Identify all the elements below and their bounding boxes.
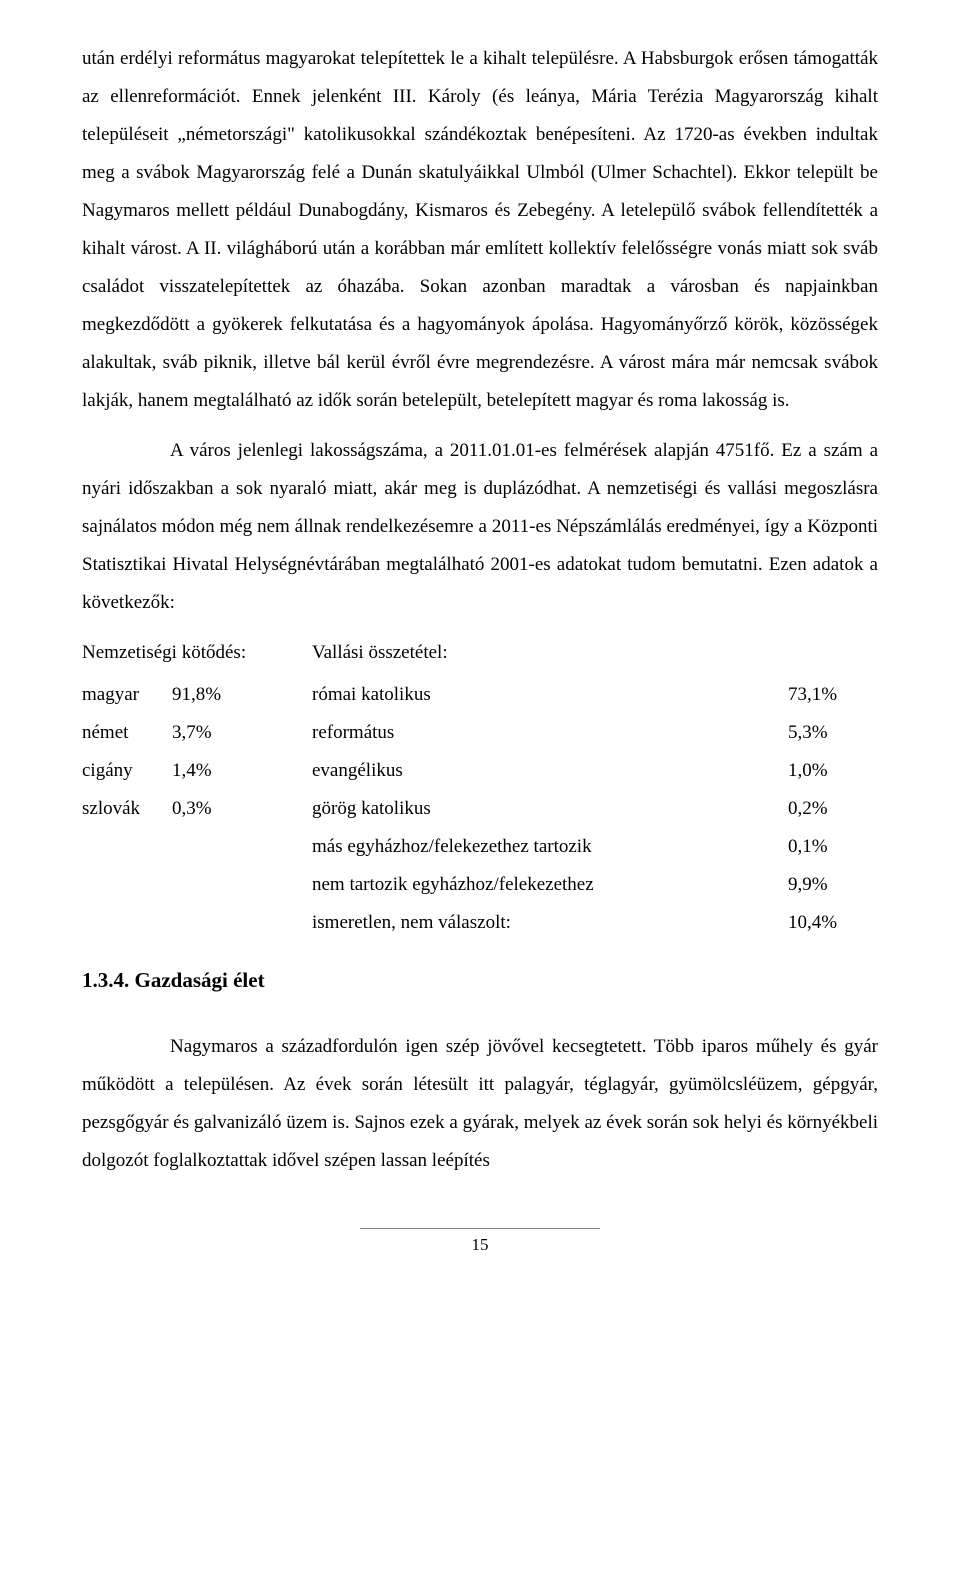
religion-value: 73,1% <box>788 676 878 714</box>
table-row: szlovák 0,3% <box>82 790 312 828</box>
table-row: római katolikus 73,1% <box>312 676 878 714</box>
table-row: görög katolikus 0,2% <box>312 790 878 828</box>
religion-label: más egyházhoz/felekezethez tartozik <box>312 828 788 866</box>
data-tables: Nemzetiségi kötődés: magyar 91,8% német … <box>82 634 878 942</box>
table-row: református 5,3% <box>312 714 878 752</box>
body-paragraph-2: A város jelenlegi lakosságszáma, a 2011.… <box>82 432 878 622</box>
religion-value: 0,1% <box>788 828 878 866</box>
religion-heading: Vallási összetétel: <box>312 634 878 672</box>
body-paragraph-3: Nagymaros a századfordulón igen szép jöv… <box>82 1028 878 1180</box>
religion-label: római katolikus <box>312 676 788 714</box>
footer-rule <box>360 1228 600 1229</box>
ethnicity-heading: Nemzetiségi kötődés: <box>82 634 312 672</box>
table-row: német 3,7% <box>82 714 312 752</box>
ethnicity-label: szlovák <box>82 790 172 828</box>
table-row: nem tartozik egyházhoz/felekezethez 9,9% <box>312 866 878 904</box>
ethnicity-value: 91,8% <box>172 676 312 714</box>
religion-label: görög katolikus <box>312 790 788 828</box>
page-number: 15 <box>472 1235 489 1254</box>
religion-value: 10,4% <box>788 904 878 942</box>
religion-value: 0,2% <box>788 790 878 828</box>
religion-value: 9,9% <box>788 866 878 904</box>
ethnicity-label: német <box>82 714 172 752</box>
body-paragraph-1: után erdélyi református magyarokat telep… <box>82 40 878 420</box>
table-row: evangélikus 1,0% <box>312 752 878 790</box>
table-row: cigány 1,4% <box>82 752 312 790</box>
religion-column: Vallási összetétel: római katolikus 73,1… <box>312 634 878 942</box>
religion-label: ismeretlen, nem válaszolt: <box>312 904 788 942</box>
table-row: ismeretlen, nem válaszolt: 10,4% <box>312 904 878 942</box>
ethnicity-label: magyar <box>82 676 172 714</box>
religion-label: nem tartozik egyházhoz/felekezethez <box>312 866 788 904</box>
ethnicity-label: cigány <box>82 752 172 790</box>
religion-value: 5,3% <box>788 714 878 752</box>
table-row: magyar 91,8% <box>82 676 312 714</box>
section-heading: 1.3.4. Gazdasági élet <box>82 962 878 1000</box>
religion-label: evangélikus <box>312 752 788 790</box>
ethnicity-value: 3,7% <box>172 714 312 752</box>
ethnicity-value: 0,3% <box>172 790 312 828</box>
ethnicity-column: Nemzetiségi kötődés: magyar 91,8% német … <box>82 634 312 942</box>
religion-label: református <box>312 714 788 752</box>
page-footer: 15 <box>82 1228 878 1255</box>
religion-value: 1,0% <box>788 752 878 790</box>
table-row: más egyházhoz/felekezethez tartozik 0,1% <box>312 828 878 866</box>
ethnicity-value: 1,4% <box>172 752 312 790</box>
